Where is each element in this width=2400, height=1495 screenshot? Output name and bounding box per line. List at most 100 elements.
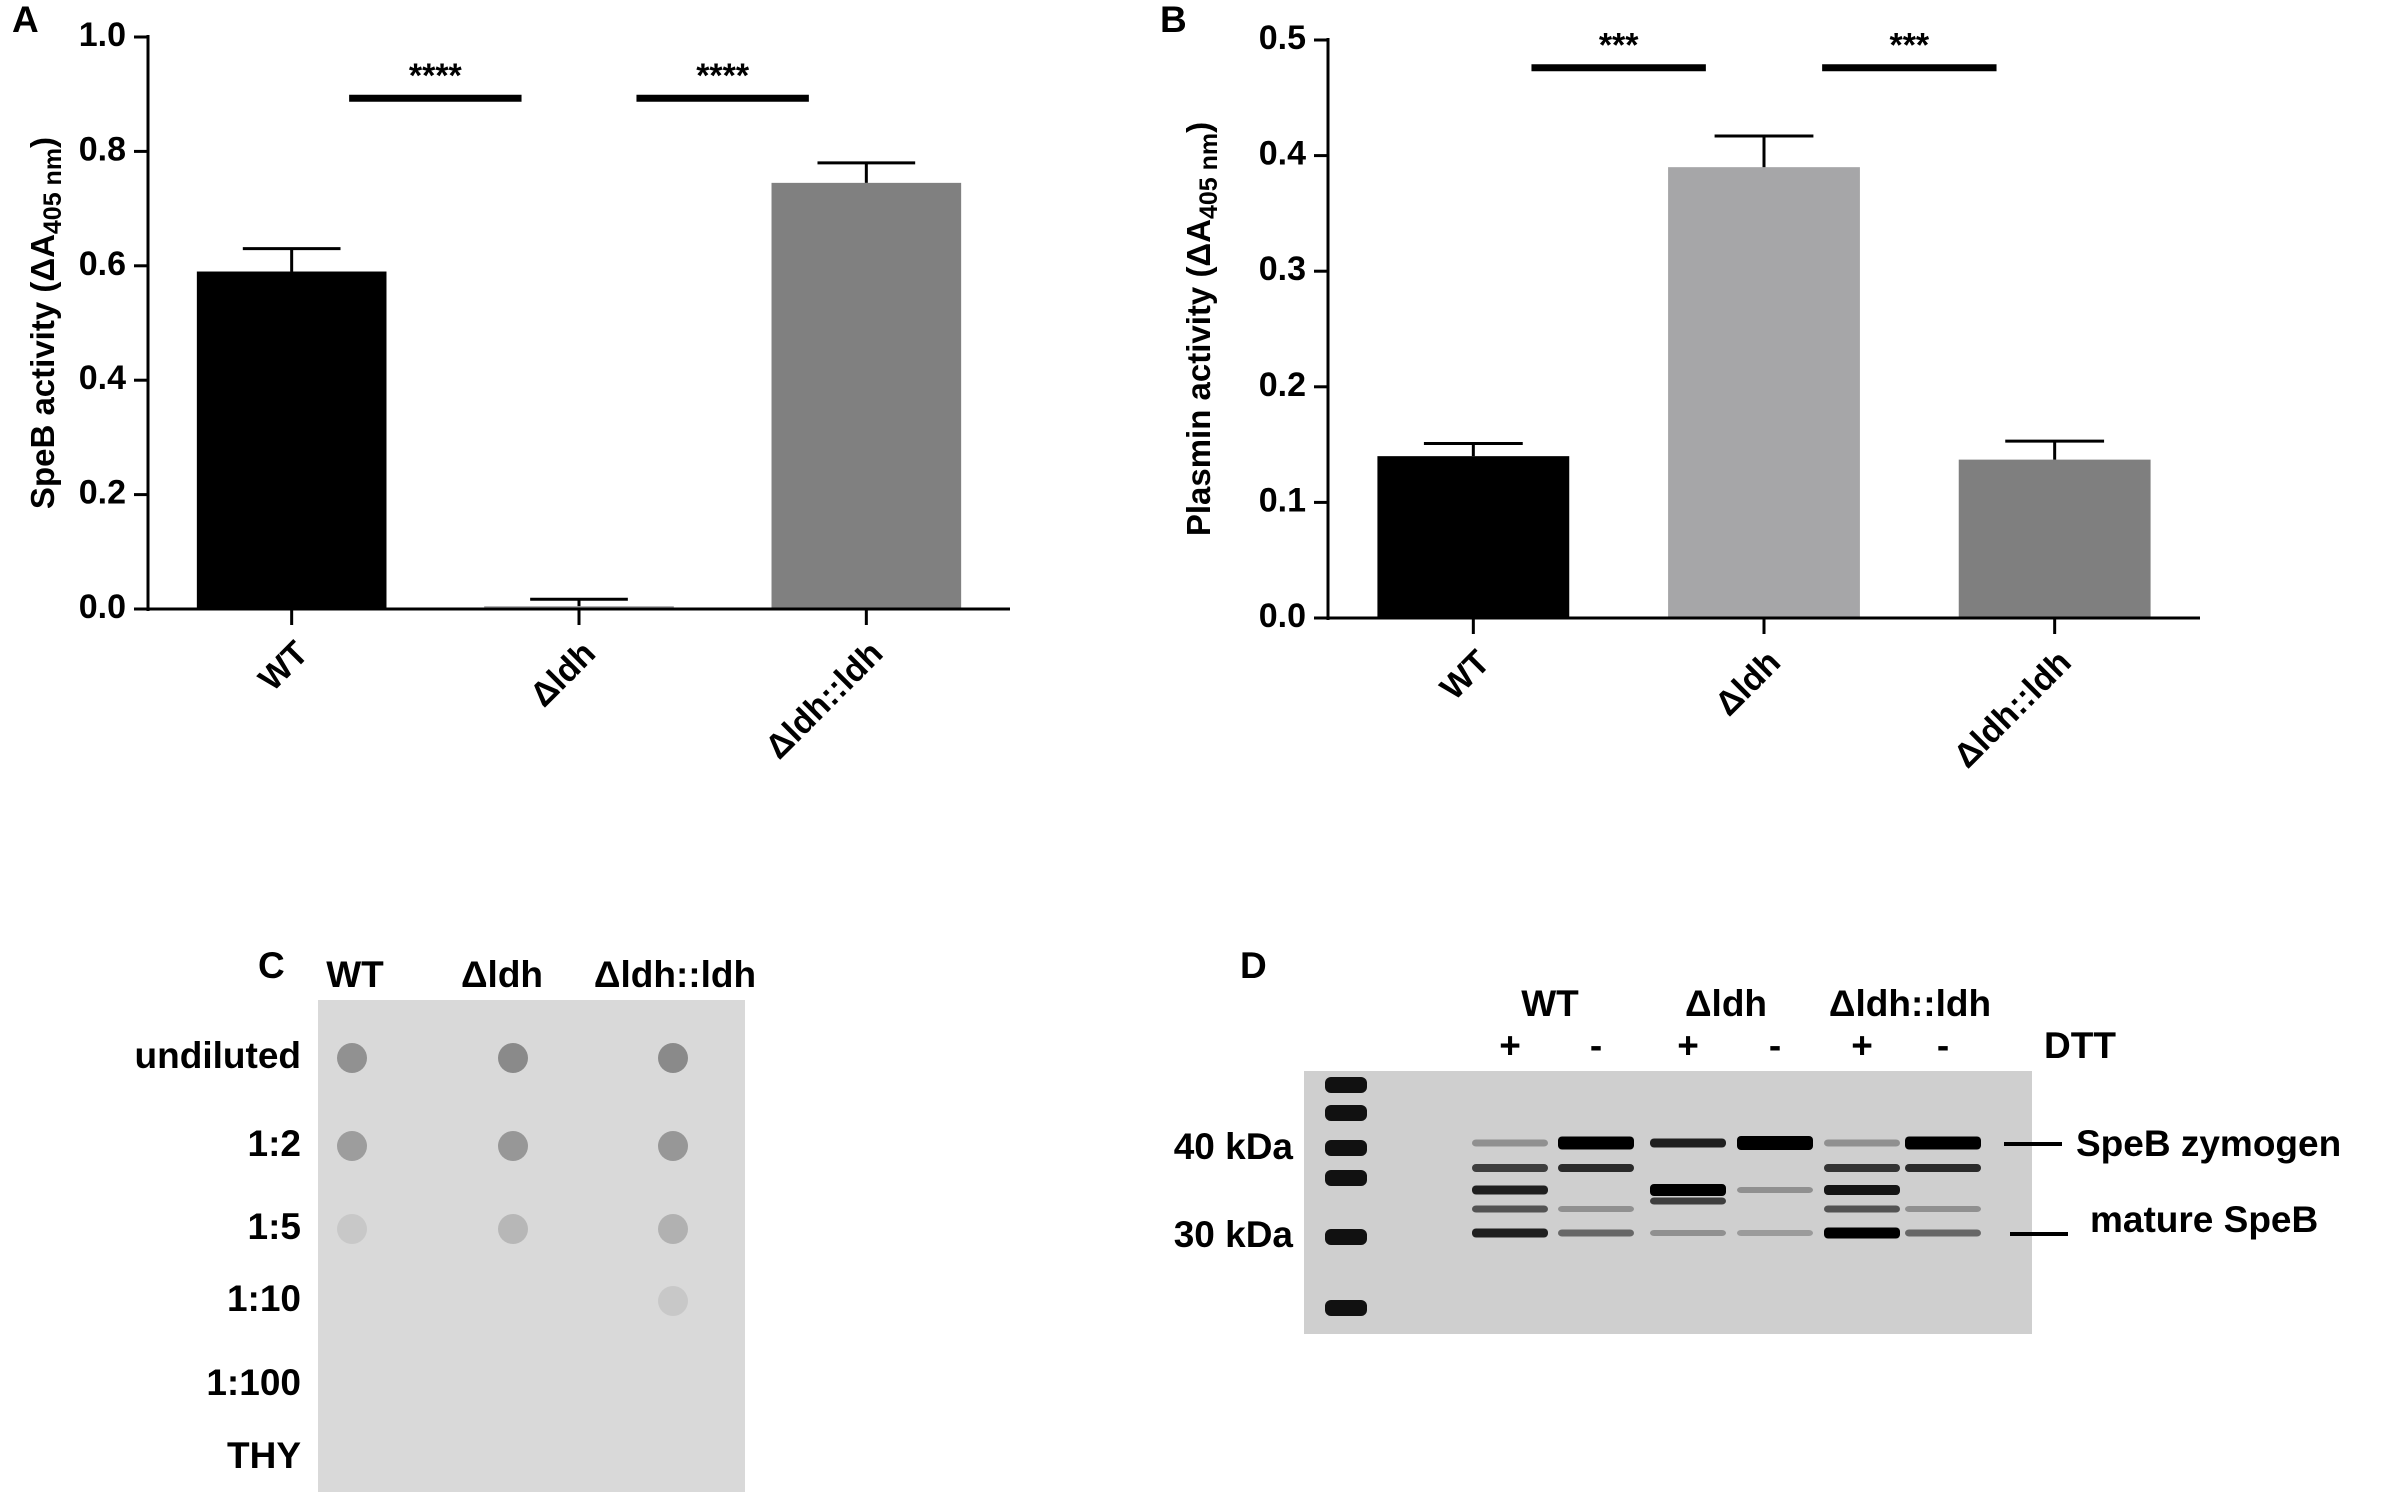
band-label: mature SpeB	[2090, 1199, 2318, 1240]
y-tick-label: 0.2	[1259, 366, 1306, 404]
significance-label: ****	[696, 57, 750, 95]
y-tick-label: 0.4	[79, 359, 126, 397]
x-tick-label: WT	[251, 634, 315, 698]
ladder-band	[1325, 1170, 1367, 1186]
spot	[658, 1043, 688, 1073]
spot	[498, 1131, 528, 1161]
gel-band	[1558, 1164, 1634, 1172]
gel-band	[1824, 1164, 1900, 1172]
gel-band	[1650, 1138, 1726, 1148]
panel-label: D	[1240, 945, 1267, 986]
spot	[498, 1043, 528, 1073]
ladder-band	[1325, 1077, 1367, 1093]
dot-spots	[337, 1043, 688, 1316]
dot-blot	[318, 1000, 745, 1492]
ladder-band	[1325, 1229, 1367, 1245]
marker-label: 40 kDa	[1174, 1126, 1294, 1167]
bar	[1668, 167, 1860, 618]
row-label: 1:2	[248, 1123, 301, 1164]
panel-label: B	[1160, 0, 1187, 40]
strain-label: WT	[1521, 983, 1579, 1024]
gel-band	[1905, 1136, 1981, 1150]
significance-label: ***	[1889, 27, 1929, 65]
lane-sign: +	[1851, 1025, 1873, 1066]
gel-bands	[1325, 1077, 1981, 1316]
gel-band	[1650, 1184, 1726, 1196]
gel-band	[1472, 1205, 1548, 1213]
significance-label: ***	[1599, 27, 1639, 65]
spot	[658, 1131, 688, 1161]
gel-band	[1905, 1229, 1981, 1237]
y-axis-label-part: SpeB activity (ΔA	[24, 234, 61, 509]
ladder-band	[1325, 1140, 1367, 1156]
ladder-band	[1325, 1105, 1367, 1121]
lane-sign: -	[1769, 1025, 1781, 1066]
gel-band	[1558, 1229, 1634, 1237]
gel-band	[1558, 1136, 1634, 1150]
gel-band	[1905, 1164, 1981, 1172]
x-tick-label: Δldh::ldh	[1946, 643, 2078, 775]
strain-label: Δldh	[1685, 983, 1767, 1024]
column-header: Δldh::ldh	[594, 954, 756, 995]
y-tick-label: 0.6	[79, 245, 126, 283]
bar	[1377, 456, 1570, 618]
gel-band	[1472, 1139, 1548, 1147]
gel-band	[1737, 1136, 1813, 1150]
gel-band	[1650, 1197, 1726, 1205]
gel-band	[1472, 1185, 1548, 1195]
spot	[658, 1214, 688, 1244]
spot	[337, 1131, 367, 1161]
gel-band	[1650, 1230, 1726, 1236]
strain-label: Δldh::ldh	[1829, 983, 1991, 1024]
y-tick-label: 0.4	[1259, 135, 1306, 173]
y-axis-label-part: 405 nm	[39, 148, 67, 234]
row-label: 1:10	[227, 1278, 301, 1319]
gel-band	[1824, 1139, 1900, 1147]
row-label: 1:5	[248, 1206, 301, 1247]
y-tick-label: 0.3	[1259, 250, 1306, 288]
y-axis-label-part: )	[24, 137, 61, 148]
y-tick-label: 0.0	[1259, 597, 1306, 635]
y-tick-label: 0.1	[1259, 481, 1306, 519]
y-axis-label-part: Plasmin activity (ΔA	[1180, 219, 1217, 536]
significance-label: ****	[409, 57, 463, 95]
y-tick-label: 0.5	[1259, 19, 1306, 57]
marker-label: 30 kDa	[1174, 1214, 1294, 1255]
y-tick-label: 0.0	[79, 588, 126, 626]
lane-sign: -	[1590, 1025, 1602, 1066]
y-tick-label: 0.2	[79, 474, 126, 512]
gel-band	[1905, 1206, 1981, 1212]
spot	[498, 1214, 528, 1244]
row-label: 1:100	[206, 1362, 301, 1403]
row-label: THY	[227, 1435, 301, 1476]
x-tick-label: Δldh::ldh	[758, 634, 890, 766]
gel-band	[1824, 1185, 1900, 1195]
y-axis-label: SpeB activity (ΔA405 nm)	[24, 137, 67, 509]
gel-band	[1824, 1227, 1900, 1239]
x-tick-label: Δldh	[523, 634, 603, 714]
gel-band	[1558, 1206, 1634, 1212]
bar	[771, 182, 962, 610]
y-axis-label: Plasmin activity (ΔA405 nm)	[1180, 122, 1223, 536]
column-header: Δldh	[461, 954, 543, 995]
lane-sign: +	[1499, 1025, 1521, 1066]
column-header: WT	[326, 954, 384, 995]
gel-band	[1472, 1164, 1548, 1172]
panel-label: A	[12, 0, 39, 40]
gel-band	[1737, 1187, 1813, 1193]
ladder-band	[1325, 1300, 1367, 1316]
row-label: undiluted	[135, 1035, 301, 1076]
lane-sign: -	[1937, 1025, 1949, 1066]
lane-sign: +	[1677, 1025, 1699, 1066]
y-axis-label-part: 405 nm	[1195, 133, 1223, 219]
spot	[337, 1214, 367, 1244]
panel-label: C	[258, 945, 285, 986]
y-axis-label-part: )	[1180, 122, 1217, 133]
y-tick-label: 1.0	[79, 16, 126, 54]
reagent-label: DTT	[2044, 1025, 2116, 1066]
gel-band	[1472, 1228, 1548, 1238]
y-tick-label: 0.8	[79, 130, 126, 168]
gel-band	[1737, 1230, 1813, 1236]
spot	[658, 1286, 688, 1316]
